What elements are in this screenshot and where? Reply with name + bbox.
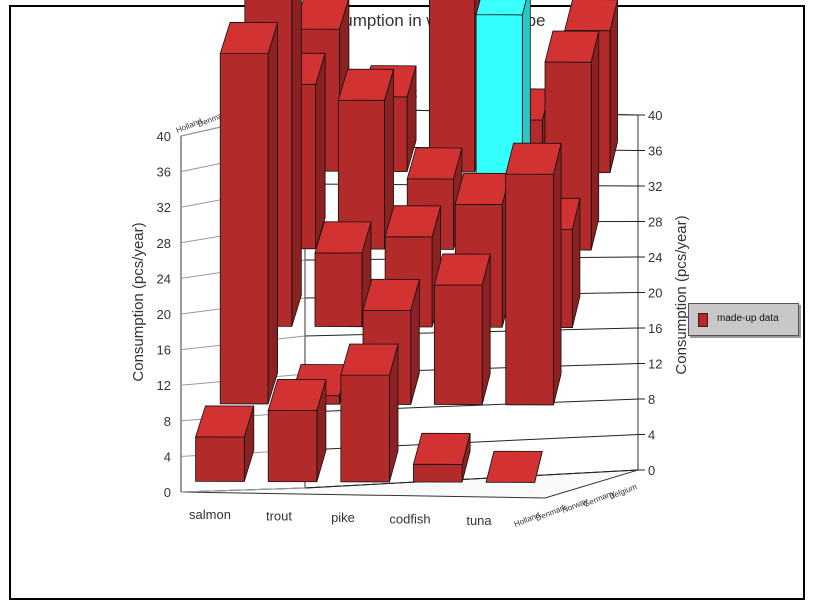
right-tick-label: 28 bbox=[648, 215, 662, 230]
bar bbox=[195, 405, 255, 482]
right-tick-label: 12 bbox=[648, 357, 662, 372]
bar bbox=[267, 378, 327, 483]
front-category-label: pike bbox=[331, 510, 355, 525]
right-tick-label: 36 bbox=[648, 144, 662, 159]
bar-top bbox=[406, 147, 463, 180]
left-tick-label: 24 bbox=[157, 271, 171, 286]
front-category-label: trout bbox=[266, 509, 292, 524]
front-category-label: codfish bbox=[389, 512, 430, 527]
right-tick-label: 0 bbox=[648, 463, 655, 478]
bar-front bbox=[413, 463, 463, 483]
bar-top bbox=[454, 172, 511, 205]
y-axis-label-right: Consumption (pcs/year) bbox=[673, 215, 690, 374]
bar-top bbox=[433, 253, 491, 286]
bar-side bbox=[315, 53, 326, 249]
front-category-labels: salmon trout pike codfish tuna bbox=[189, 507, 492, 528]
right-tick-label: 4 bbox=[648, 428, 655, 443]
bar-top bbox=[505, 142, 562, 175]
left-tick-label: 0 bbox=[164, 485, 171, 500]
bars bbox=[195, 0, 618, 483]
bar-front bbox=[314, 252, 363, 328]
right-tick-label: 16 bbox=[648, 321, 662, 336]
bar bbox=[412, 432, 471, 483]
right-tick-label: 40 bbox=[648, 108, 662, 123]
bar-top bbox=[412, 432, 471, 465]
right-tick-label: 8 bbox=[648, 392, 655, 407]
right-tick-label: 20 bbox=[648, 286, 662, 301]
left-tick-label: 16 bbox=[157, 343, 171, 358]
y-axis-label-left: Consumption (pcs/year) bbox=[130, 222, 147, 381]
bar-top bbox=[337, 68, 395, 101]
bar bbox=[219, 22, 279, 405]
bar bbox=[340, 343, 399, 483]
left-tick-label: 8 bbox=[164, 414, 171, 429]
left-tick-label: 32 bbox=[157, 200, 171, 215]
bar-top bbox=[485, 450, 543, 483]
bar-top bbox=[219, 22, 279, 55]
bar-top bbox=[544, 30, 600, 63]
left-tick-label: 4 bbox=[164, 449, 171, 464]
bar-front bbox=[428, 0, 476, 173]
bar-top bbox=[293, 0, 349, 30]
bar-top bbox=[384, 205, 442, 238]
bar-front bbox=[505, 173, 554, 406]
left-tick-label: 20 bbox=[157, 307, 171, 322]
bar-top bbox=[475, 0, 527, 16]
bar-front bbox=[219, 53, 269, 405]
gridline-left bbox=[180, 487, 306, 493]
bar-side bbox=[267, 22, 278, 405]
bar-top bbox=[362, 278, 420, 311]
bar-front bbox=[195, 436, 245, 482]
left-tick-label: 12 bbox=[157, 378, 171, 393]
bar-front bbox=[267, 409, 318, 483]
legend-label: made-up data bbox=[717, 313, 779, 324]
left-tick-label: 36 bbox=[157, 165, 171, 180]
bar-side bbox=[590, 31, 600, 251]
bar bbox=[505, 142, 562, 406]
right-tick-label: 24 bbox=[648, 250, 662, 265]
bar bbox=[337, 68, 395, 250]
bar-top bbox=[340, 343, 399, 376]
bar-front bbox=[433, 284, 483, 406]
bar-side bbox=[553, 143, 562, 406]
bar bbox=[314, 221, 372, 328]
right-tick-label: 32 bbox=[648, 179, 662, 194]
left-tick-label: 28 bbox=[157, 236, 171, 251]
bar bbox=[428, 0, 484, 173]
bar-side bbox=[291, 0, 302, 327]
bar-front bbox=[340, 374, 390, 483]
front-category-label: tuna bbox=[466, 513, 492, 528]
legend-swatch bbox=[698, 313, 708, 327]
left-y-ticks: 0 4 8 12 16 20 24 28 32 36 40 bbox=[157, 129, 171, 500]
right-y-ticks: 0 4 8 12 16 20 24 28 32 36 40 bbox=[648, 108, 662, 478]
left-tick-label: 40 bbox=[157, 129, 171, 144]
bar bbox=[485, 450, 543, 483]
legend: made-up data bbox=[688, 303, 799, 336]
bar-top bbox=[564, 0, 618, 32]
bar-top bbox=[267, 378, 327, 411]
gridline-back bbox=[304, 469, 639, 489]
depth-label-right: Belgium bbox=[608, 482, 638, 501]
bar-top bbox=[314, 221, 372, 254]
bar bbox=[433, 253, 491, 406]
bar-top bbox=[195, 405, 255, 438]
front-category-label: salmon bbox=[189, 507, 231, 522]
